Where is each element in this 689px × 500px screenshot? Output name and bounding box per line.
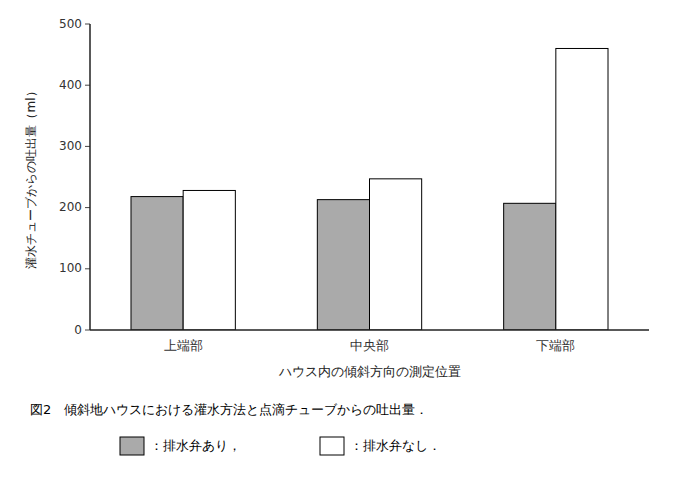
bar <box>556 48 608 330</box>
bar <box>183 190 235 330</box>
x-tick-label: 下端部 <box>536 338 575 353</box>
bar <box>131 197 183 330</box>
x-tick-label: 上端部 <box>164 338 203 353</box>
y-tick-label: 500 <box>59 17 82 31</box>
x-axis-line <box>90 329 649 331</box>
x-tick-label: 中央部 <box>350 338 389 353</box>
y-tick-label: 100 <box>59 261 82 275</box>
chart-svg: 0 100 200 300 400 500 上端部 中央部 下端部ハウス内の傾斜方向の測定位置 灌… <box>0 0 689 500</box>
bars <box>131 48 608 330</box>
bar <box>317 200 369 330</box>
legend-swatch <box>320 437 344 455</box>
title: 図2 傾斜地ハウスにおける灌水方法と点滴チューブからの吐出量． <box>30 402 428 417</box>
x-axis-label: ハウス内の傾斜方向の測定位置 <box>278 364 461 379</box>
bar <box>504 203 556 330</box>
legend-label: ：排水弁あり， <box>150 438 241 453</box>
chart-container: 0 100 200 300 400 500 上端部 中央部 下端部ハウス内の傾斜方向の測定位置 灌… <box>0 0 689 500</box>
legend-label: ：排水弁なし． <box>350 438 441 453</box>
y-axis-line <box>89 24 91 330</box>
legend-swatch <box>120 437 144 455</box>
y-tick-label: 0 <box>74 323 82 337</box>
bar <box>370 179 422 330</box>
y-axis-label: 灌水チューブからの吐出量（ml） <box>24 85 38 268</box>
y-tick-label: 300 <box>59 139 82 153</box>
y-tick-label: 200 <box>59 200 82 214</box>
y-tick-label: 400 <box>59 78 82 92</box>
